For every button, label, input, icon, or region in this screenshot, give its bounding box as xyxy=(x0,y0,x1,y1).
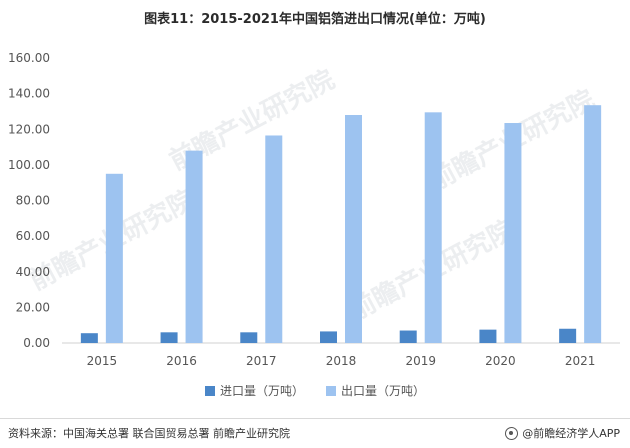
x-tick-label: 2019 xyxy=(405,354,436,368)
bar-import xyxy=(399,330,417,343)
y-tick-label: 80.00 xyxy=(16,194,50,208)
x-tick-label: 2021 xyxy=(565,354,596,368)
bar-export xyxy=(584,105,602,343)
bar-import xyxy=(240,332,258,343)
bar-export xyxy=(345,115,362,343)
legend: 进口量（万吨） 出口量（万吨） xyxy=(0,382,630,399)
brand: @前瞻经济学人APP xyxy=(505,425,620,441)
legend-item-import: 进口量（万吨） xyxy=(204,382,304,399)
y-tick-label: 100.00 xyxy=(8,158,50,172)
y-tick-label: 0.00 xyxy=(23,336,50,350)
bar-import xyxy=(559,328,577,343)
legend-swatch xyxy=(326,385,336,396)
bar-export xyxy=(265,135,283,343)
y-tick-label: 160.00 xyxy=(8,51,50,65)
bar-import xyxy=(320,331,337,343)
x-tick-label: 2016 xyxy=(166,354,197,368)
x-tick-label: 2020 xyxy=(485,354,516,368)
bar-import xyxy=(80,333,98,343)
y-tick-label: 120.00 xyxy=(8,122,50,136)
bar-export xyxy=(185,150,203,343)
legend-item-export: 出口量（万吨） xyxy=(326,382,425,399)
bar-chart: 0.00 20.00 40.00 60.00 80.00 100.00 120.00 140.… xyxy=(8,51,620,368)
footer: 资料来源：中国海关总署 联合国贸易总署 前瞻产业研究院 @前瞻经济学人APP xyxy=(0,418,630,448)
x-tick-label: 2015 xyxy=(87,354,118,368)
legend-label: 进口量（万吨） xyxy=(219,384,304,398)
y-tick-label: 60.00 xyxy=(16,229,50,243)
x-tick-label: 2018 xyxy=(326,354,357,368)
bar-export xyxy=(105,173,123,343)
bar-export xyxy=(504,123,522,343)
y-tick-label: 140.00 xyxy=(8,87,50,101)
legend-label: 出口量（万吨） xyxy=(341,384,426,398)
legend-swatch xyxy=(204,385,215,396)
bar-export xyxy=(424,112,442,343)
chart-title: 图表11：2015-2021年中国铝箔进出口情况(单位：万吨) xyxy=(144,12,486,27)
y-tick-label: 40.00 xyxy=(16,265,50,279)
source-note: 资料来源：中国海关总署 联合国贸易总署 前瞻产业研究院 xyxy=(8,427,290,440)
brand-logo-icon xyxy=(505,426,519,440)
brand-label: @前瞻经济学人APP xyxy=(522,427,620,440)
bar-import xyxy=(160,332,178,343)
bar-import xyxy=(479,329,497,343)
y-tick-label: 20.00 xyxy=(16,300,50,314)
x-tick-label: 2017 xyxy=(246,354,277,368)
